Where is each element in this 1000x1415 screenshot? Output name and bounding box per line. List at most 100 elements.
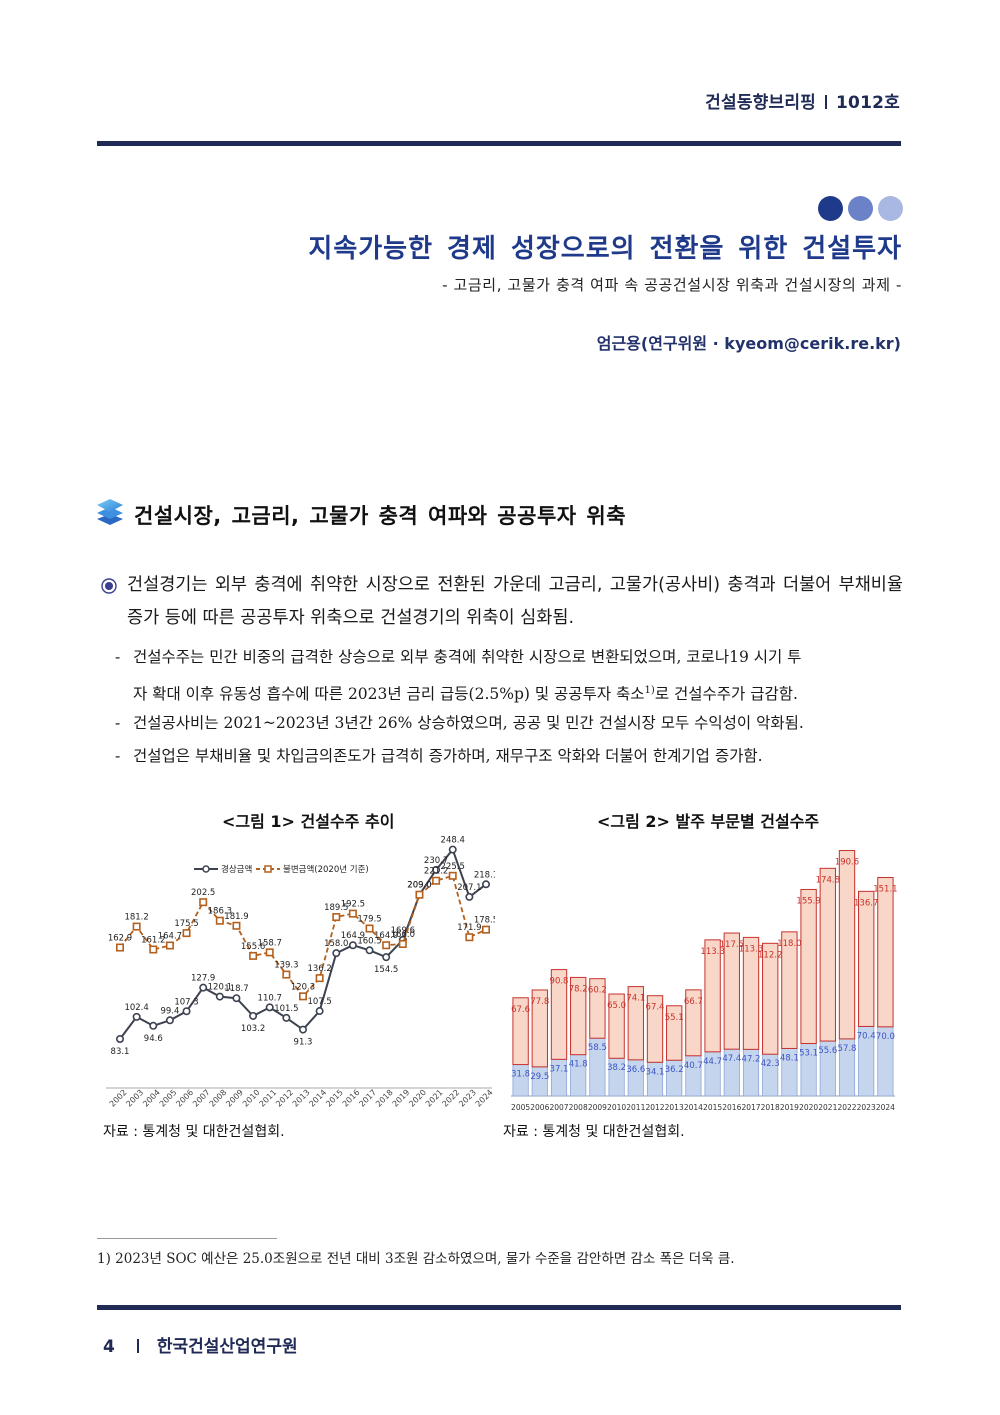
footnote-rule [97,1238,277,1239]
footer-separator [136,1339,139,1353]
x-tick-label-2013: 2013 [665,1103,684,1112]
dash1-line1: 건설수주는 민간 비중의 급격한 상승으로 외부 충격에 취약한 시장으로 변환… [133,648,802,666]
x-tick-label-2007: 2007 [191,1088,212,1109]
point-current-2022 [448,845,457,854]
bar-private-2008 [570,976,587,1056]
x-tick-label-2019: 2019 [780,1103,799,1112]
point-constant-2019 [398,939,407,948]
data-label-constant-2005: 164.7 [158,931,182,941]
data-label-current-2015: 158.0 [324,939,348,949]
data-label-private-2012: 67.4 [646,1003,665,1013]
data-label-public-2015: 44.7 [703,1057,722,1067]
data-label-current-2022: 248.4 [441,836,465,846]
data-label-private-2020: 155.9 [796,896,820,906]
data-label-current-2019: 169.6 [391,926,415,936]
x-tick-label-2007: 2007 [549,1103,568,1112]
data-label-constant-2017: 179.5 [357,915,381,925]
legend-marker-constant [264,865,272,873]
data-label-public-2017: 47.2 [742,1054,761,1064]
x-tick-label-2021: 2021 [424,1088,445,1109]
point-constant-2007 [199,898,208,907]
data-label-private-2005: 67.6 [511,1005,530,1015]
dash-item-orders: - 건설수주는 민간 비중의 급격한 상승으로 외부 충격에 취약한 시장으로 변… [115,641,903,711]
data-label-current-2012: 101.5 [274,1004,298,1014]
data-label-constant-2012: 139.3 [274,961,298,971]
x-tick-label-2020: 2020 [799,1103,818,1112]
point-constant-2016 [348,909,357,918]
dash1-line2: 자 확대 이후 유동성 흡수에 따른 2023년 금리 급등(2.5%p) 및 … [133,685,645,704]
x-tick-label-2015: 2015 [324,1088,345,1109]
bar-private-2023 [858,890,875,1027]
x-tick-label-2012: 2012 [274,1088,295,1109]
x-tick-label-2017: 2017 [357,1088,378,1109]
point-constant-2014 [315,974,324,983]
header-issue: 1012호 [836,93,900,113]
article-title: 지속가능한 경제 성장으로의 전환을 위한 건설투자 [308,234,902,264]
x-tick-label-2014: 2014 [307,1088,328,1109]
figure2-stacked-bar-chart: 31.8 67.6 2005 29.5 77.8 2006 37.1 90.8 2007 41.8… [511,850,898,1112]
data-label-private-2013: 55.1 [665,1013,684,1023]
dot-light [878,196,903,221]
data-label-private-2023: 136.7 [854,898,878,908]
x-tick-label-2022: 2022 [837,1103,856,1112]
point-current-2007 [199,983,208,992]
data-label-private-2006: 77.8 [530,997,549,1007]
point-current-2018 [382,953,391,962]
point-current-2021 [432,865,441,874]
data-label-private-2022: 190.6 [835,858,859,868]
point-current-2012 [282,1013,291,1022]
dash3-text: 건설업은 부채비율 및 차입금의존도가 급격히 증가하며, 재무구조 악화와 더… [133,747,763,765]
data-label-constant-2015: 189.5 [324,903,348,913]
data-label-private-2021: 174.8 [816,875,840,885]
data-label-constant-2006: 175.5 [174,919,198,929]
data-label-constant-2014: 136.2 [307,964,331,974]
bar-private-2005 [512,997,529,1066]
decorative-dots [818,196,903,221]
data-label-constant-2021: 221.2 [424,867,448,877]
data-label-current-2024: 218.1 [474,870,495,880]
dash-marker: - [115,747,121,765]
legend-marker-current [202,865,210,873]
dash-marker: - [115,648,121,666]
x-tick-label-2011: 2011 [626,1103,645,1112]
bar-private-2022 [838,850,856,1040]
bar-private-2016 [723,932,740,1050]
figure2-title: <그림 2> 발주 부문별 건설수주 [597,812,820,831]
data-label-current-2009: 118.7 [224,984,248,994]
circle-bullet-icon [101,578,117,594]
data-label-current-2003: 102.4 [124,1003,148,1013]
point-constant-2011 [265,948,274,957]
x-tick-label-2003: 2003 [124,1088,145,1109]
x-tick-label-2005: 2005 [158,1088,179,1109]
point-current-2024 [481,880,490,889]
point-current-2011 [265,1003,274,1012]
x-tick-label-2021: 2021 [818,1103,837,1112]
data-label-constant-2002: 162.9 [108,934,132,944]
section-heading: 건설시장, 고금리, 고물가 충격 여파와 공공투자 위축 [134,504,627,528]
footnote-marker: 1) [97,1251,111,1267]
point-current-2014 [315,1007,324,1016]
point-current-2006 [182,1007,191,1016]
bar-private-2007 [550,969,568,1060]
point-current-2013 [299,1025,308,1034]
data-label-private-2011: 74.1 [626,994,645,1004]
x-tick-label-2024: 2024 [474,1088,495,1109]
data-label-current-2004: 94.6 [144,1034,163,1044]
bar-private-2011 [627,986,644,1061]
x-tick-label-2019: 2019 [391,1088,412,1109]
data-label-constant-2023: 171.9 [457,923,481,933]
dash1-tail: 로 건설수주가 급감함. [654,685,798,704]
point-constant-2022 [448,871,457,880]
point-current-2015 [332,949,341,958]
header-series: 건설동향브리핑 [705,93,817,113]
footer-rule [97,1305,901,1310]
x-tick-label-2014: 2014 [684,1103,703,1112]
dash2-text: 건설공사비는 2021~2023년 3년간 26% 상승하였으며, 공공 및 민… [133,714,804,732]
stacked-layers-icon [97,499,123,525]
bar-private-2014 [685,989,702,1057]
dot-medium [848,196,873,221]
bar-private-2018 [762,942,779,1055]
x-tick-label-2015: 2015 [703,1103,722,1112]
data-label-private-2019: 118.0 [777,939,801,949]
x-tick-label-2008: 2008 [569,1103,588,1112]
